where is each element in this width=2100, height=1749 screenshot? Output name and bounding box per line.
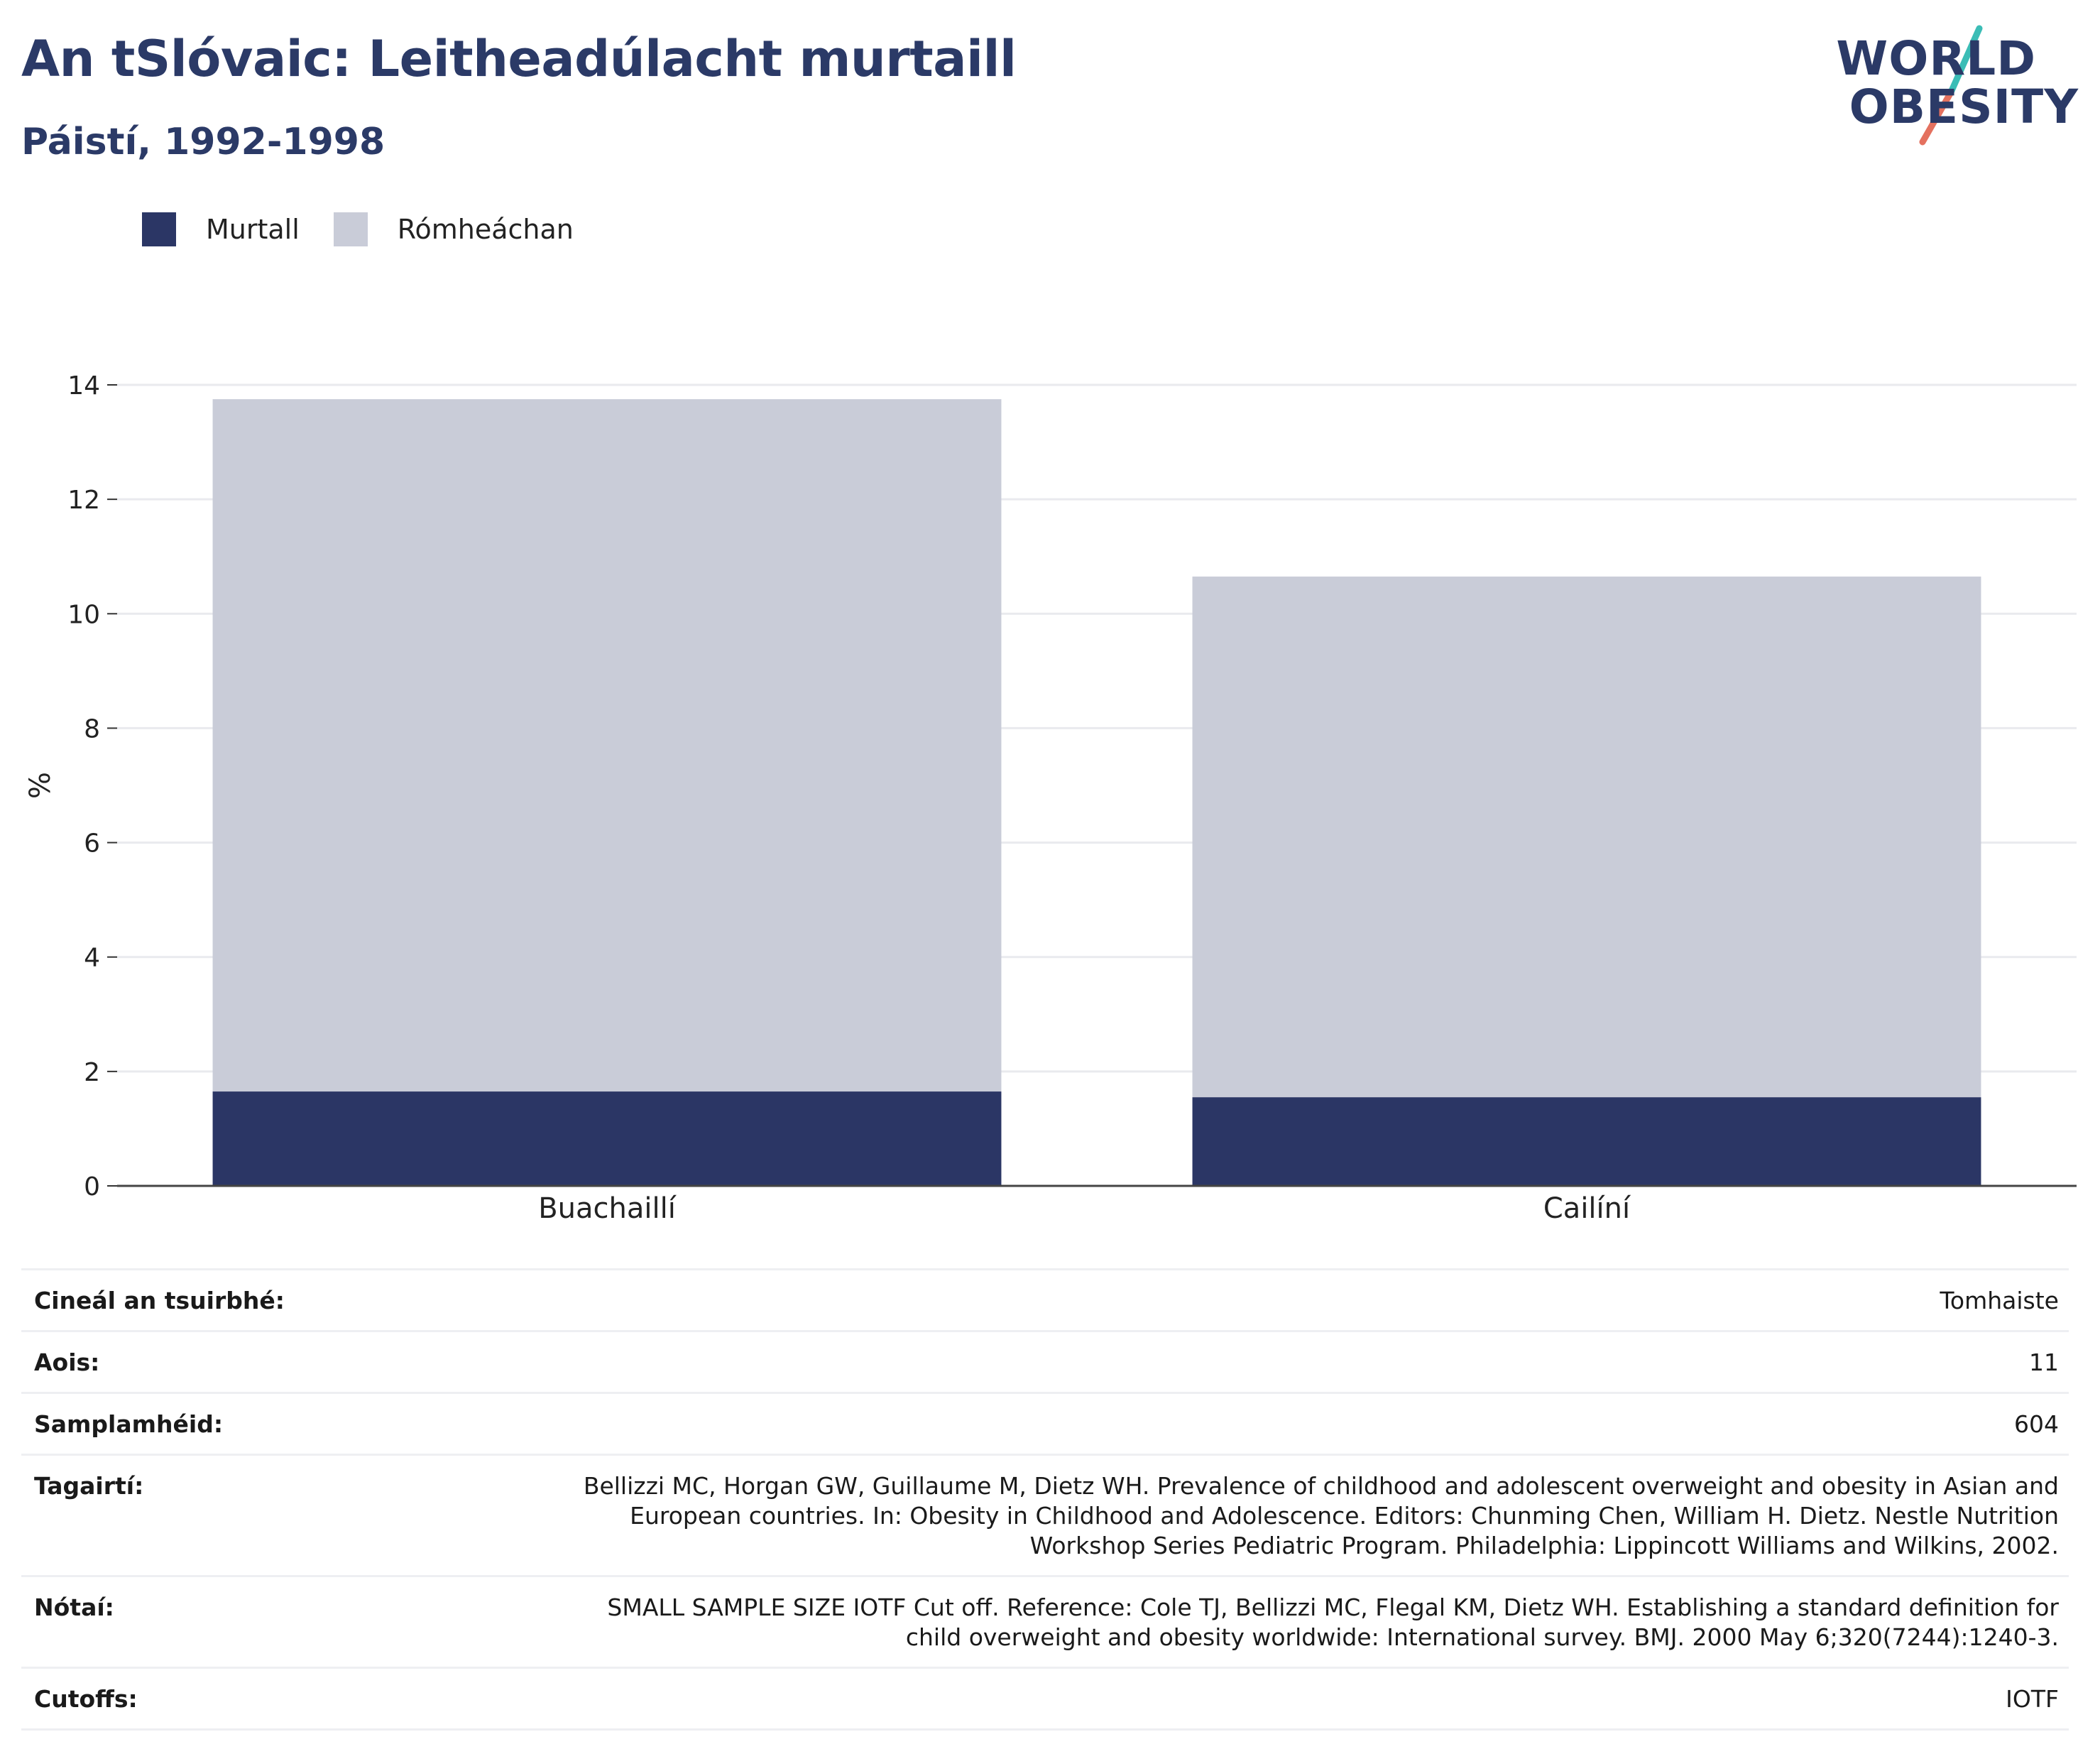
legend-label-murtall: Murtall <box>206 214 300 245</box>
x-tick-label: Cailíní <box>1543 1192 1631 1225</box>
chart-title: An tSlóvaic: Leitheadúlacht murtaill <box>21 30 1017 88</box>
info-value: Tomhaiste <box>1940 1287 2059 1314</box>
info-value: 11 <box>2029 1348 2059 1376</box>
logo-slash-icon <box>1919 25 1983 146</box>
y-tick-label: 2 <box>84 1058 100 1087</box>
y-tick-label: 12 <box>67 486 100 515</box>
logo-line1: WORLD <box>1836 31 2036 86</box>
info-row-sample-size: Samplamhéid: 604 <box>21 1394 2069 1456</box>
info-key: Nótaí: <box>34 1593 114 1621</box>
y-tick-label: 6 <box>84 829 100 859</box>
info-row-age: Aois: 11 <box>21 1332 2069 1394</box>
bar-rómheáchan-1 <box>212 399 1002 1092</box>
info-row-cutoffs: Cutoffs: IOTF <box>21 1669 2069 1731</box>
logo-line2: OBESITY <box>1849 80 2079 134</box>
info-value: 604 <box>2014 1410 2059 1438</box>
y-axis-label: % <box>24 772 57 799</box>
info-value: SMALL SAMPLE SIZE IOTF Cut off. Referenc… <box>607 1593 2059 1651</box>
chart-subtitle: Páistí, 1992-1998 <box>21 121 385 163</box>
bar-chart: 0 2 4 6 8 10 12 14% Buachaillí Cailíní <box>24 371 2077 1225</box>
legend: Murtall Rómheáchan <box>142 212 608 247</box>
y-tick-label: 10 <box>67 600 100 629</box>
y-tick-label: 4 <box>84 944 100 973</box>
info-row-references: Tagairtí: Bellizzi MC, Horgan GW, Guilla… <box>21 1456 2069 1577</box>
legend-item-romheachan[interactable]: Rómheáchan <box>333 212 574 246</box>
info-key: Cutoffs: <box>34 1685 138 1713</box>
legend-label-romheachan: Rómheáchan <box>397 214 574 245</box>
info-key: Tagairtí: <box>34 1472 144 1500</box>
legend-item-murtall[interactable]: Murtall <box>142 212 300 246</box>
x-tick-label: Buachaillí <box>538 1192 677 1225</box>
bar-murtall-1 <box>212 1091 1002 1186</box>
info-row-notes: Nótaí: SMALL SAMPLE SIZE IOTF Cut off. R… <box>21 1577 2069 1669</box>
y-tick-label: 14 <box>67 371 100 401</box>
info-key: Cineál an tsuirbhé: <box>34 1287 285 1314</box>
info-value: IOTF <box>2006 1685 2059 1713</box>
info-value: Bellizzi MC, Horgan GW, Guillaume M, Die… <box>583 1472 2059 1559</box>
legend-swatch-romheachan <box>333 212 368 246</box>
y-tick-label: 8 <box>84 714 100 743</box>
world-obesity-logo: WORLD OBESITY <box>1836 21 2079 149</box>
info-key: Aois: <box>34 1348 100 1376</box>
info-table: Cineál an tsuirbhé: Tomhaiste Aois: 11 S… <box>21 1268 2069 1731</box>
bar-rómheáchan-2 <box>1192 576 1981 1098</box>
info-row-survey-type: Cineál an tsuirbhé: Tomhaiste <box>21 1270 2069 1332</box>
y-tick-label: 0 <box>84 1172 100 1202</box>
legend-swatch-murtall <box>142 212 176 246</box>
bar-murtall-2 <box>1192 1097 1981 1186</box>
info-key: Samplamhéid: <box>34 1410 224 1438</box>
